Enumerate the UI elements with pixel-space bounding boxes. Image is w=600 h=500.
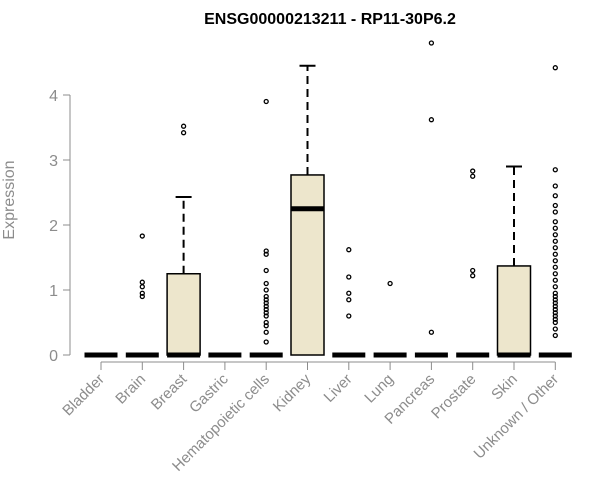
- outlier-point: [139, 233, 145, 239]
- y-tick-label: 1: [49, 283, 58, 300]
- outlier-point: [552, 303, 558, 309]
- y-tick-label: 3: [49, 153, 58, 170]
- outlier-point: [346, 297, 352, 303]
- outlier-point: [139, 290, 145, 296]
- outlier-point: [552, 271, 558, 277]
- outlier-point: [552, 225, 558, 231]
- outlier-point: [139, 279, 145, 285]
- chart-title: ENSG00000213211 - RP11-30P6.2: [204, 11, 456, 28]
- box-group: [456, 168, 490, 358]
- outlier-point: [552, 232, 558, 238]
- boxes-group: [84, 40, 572, 358]
- outlier-point: [470, 267, 476, 274]
- box-group: [496, 165, 532, 358]
- x-tick-label: Brain: [112, 371, 149, 408]
- outlier-point: [552, 316, 558, 322]
- outlier-point: [428, 329, 435, 335]
- y-tick-label: 2: [49, 218, 58, 235]
- outlier-point: [552, 183, 558, 189]
- outlier-point: [263, 306, 269, 313]
- outlier-point: [552, 313, 558, 319]
- outlier-point: [263, 319, 269, 326]
- outlier-point: [346, 290, 352, 296]
- box-rect: [166, 273, 201, 356]
- outlier-point: [552, 293, 558, 300]
- outlier-point: [180, 130, 187, 136]
- outlier-point: [180, 123, 187, 129]
- outlier-point: [552, 238, 558, 244]
- outlier-point: [552, 332, 558, 339]
- outlier-point: [552, 290, 558, 296]
- outlier-point: [552, 251, 558, 257]
- x-tick-label: Lung: [361, 371, 397, 407]
- box-rect: [496, 265, 532, 356]
- outlier-point: [263, 303, 269, 309]
- outlier-point: [428, 40, 435, 46]
- outlier-point: [263, 300, 269, 306]
- outlier-point: [552, 209, 558, 215]
- box-group: [290, 64, 325, 356]
- outlier-point: [552, 193, 558, 199]
- x-tick-label: Liver: [321, 371, 356, 406]
- outlier-point: [263, 310, 269, 316]
- outlier-point: [263, 287, 269, 293]
- outlier-point: [387, 280, 393, 287]
- outlier-point: [552, 264, 558, 270]
- outlier-point: [263, 98, 269, 105]
- outlier-point: [470, 273, 476, 279]
- outlier-point: [346, 313, 352, 319]
- x-tick-label: Breast: [148, 370, 191, 413]
- box-group: [125, 233, 159, 358]
- x-tick-label: Skin: [488, 371, 521, 404]
- y-axis-label: Expression: [1, 160, 18, 239]
- outlier-point: [263, 313, 269, 319]
- outlier-point: [552, 258, 558, 264]
- outlier-point: [552, 202, 558, 209]
- outlier-point: [263, 248, 269, 254]
- box-group: [538, 65, 572, 358]
- outlier-point: [263, 280, 269, 287]
- outlier-point: [552, 284, 558, 290]
- y-tick-label: 0: [49, 348, 58, 365]
- outlier-point: [552, 310, 558, 316]
- box-group: [249, 98, 283, 358]
- outlier-point: [263, 339, 269, 345]
- outlier-point: [552, 245, 558, 251]
- box-rect: [290, 174, 325, 356]
- outlier-point: [552, 277, 558, 283]
- box-group: [373, 280, 407, 358]
- outlier-point: [263, 323, 269, 329]
- outlier-point: [470, 168, 476, 174]
- outlier-point: [263, 251, 269, 257]
- outlier-point: [263, 267, 269, 274]
- y-tick-label: 4: [49, 88, 58, 105]
- outlier-point: [139, 284, 145, 290]
- outlier-point: [552, 319, 558, 326]
- outlier-point: [552, 300, 558, 306]
- outlier-point: [263, 297, 269, 303]
- outlier-point: [346, 247, 352, 253]
- outlier-point: [263, 329, 269, 335]
- x-tick-label: Prostate: [428, 371, 480, 423]
- outlier-point: [552, 297, 558, 303]
- outlier-point: [428, 117, 435, 123]
- outlier-point: [263, 293, 269, 300]
- outlier-point: [346, 274, 352, 280]
- box-group: [414, 40, 448, 358]
- x-tick-label: Kidney: [270, 370, 315, 415]
- outlier-point: [552, 326, 558, 332]
- outlier-point: [139, 293, 145, 300]
- y-axis: 0 1 2 3 4: [49, 88, 71, 365]
- outlier-point: [552, 306, 558, 313]
- outlier-point: [470, 173, 476, 179]
- box-group: [166, 123, 201, 358]
- outlier-point: [552, 65, 558, 71]
- outlier-point: [552, 167, 558, 173]
- outlier-point: [552, 219, 558, 225]
- x-tick-label: Bladder: [59, 371, 108, 420]
- box-group: [332, 247, 366, 358]
